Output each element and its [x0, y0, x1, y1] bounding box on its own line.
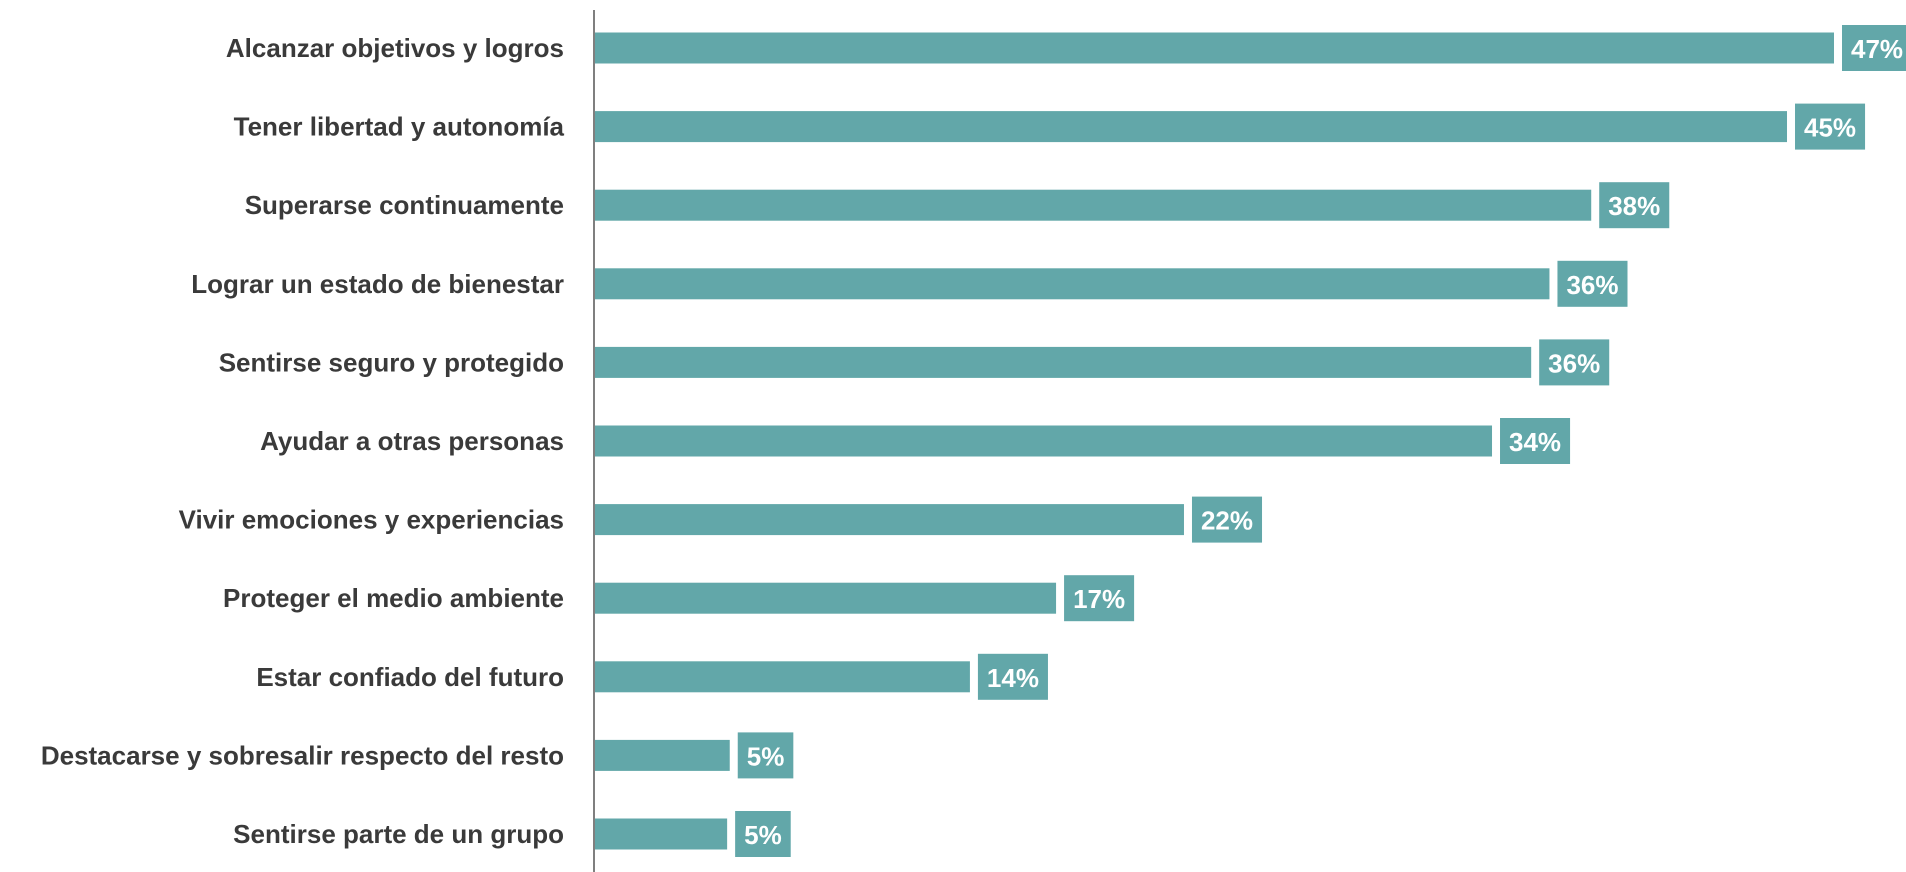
category-labels-layer: Alcanzar objetivos y logros Tener liberta…	[41, 33, 565, 849]
bar-vivir-emociones-y-experiencias	[594, 504, 1184, 536]
category-label-sentirse-parte-de-un-grupo: Sentirse parte de un grupo	[233, 819, 564, 849]
value-label-box	[1842, 25, 1906, 71]
bar-estar-confiado-del-futuro	[594, 661, 970, 693]
value-label-text: 38%	[1608, 191, 1660, 221]
bar-sentirse-seguro-y-protegido	[594, 346, 1532, 378]
bar-sentirse-parte-de-un-grupo	[594, 818, 728, 850]
value-label-text: 14%	[987, 663, 1039, 693]
value-label-box	[1795, 103, 1866, 150]
value-label-text: 5%	[747, 741, 785, 771]
bar-lograr-un-estado-de-bienestar	[594, 268, 1550, 300]
value-label-box	[1539, 339, 1610, 386]
value-label-text: 17%	[1073, 584, 1125, 614]
value-label-sentirse-seguro-y-protegido: 36%	[1539, 339, 1610, 386]
bar-tener-libertad-y-autonomia	[594, 111, 1788, 143]
category-label-vivir-emociones-y-experiencias: Vivir emociones y experiencias	[179, 505, 564, 535]
value-label-text: 5%	[744, 820, 782, 850]
value-labels-layer: 47% 45% 38% 36% 36% 34% 22% 17% 14% 5% 5%	[735, 25, 1906, 857]
value-label-box	[735, 811, 791, 857]
category-label-ayudar-a-otras-personas: Ayudar a otras personas	[260, 426, 564, 456]
value-label-sentirse-parte-de-un-grupo: 5%	[735, 811, 791, 857]
value-label-ayudar-a-otras-personas: 34%	[1500, 418, 1571, 464]
value-label-text: 34%	[1509, 427, 1561, 457]
value-label-box	[1191, 496, 1263, 543]
value-label-destacarse-y-sobresalir-respecto-del-resto: 5%	[737, 732, 794, 779]
category-label-superarse-continuamente: Superarse continuamente	[245, 190, 564, 220]
value-label-text: 45%	[1804, 113, 1856, 143]
category-label-lograr-un-estado-de-bienestar: Lograr un estado de bienestar	[191, 269, 564, 299]
value-label-box	[977, 653, 1048, 700]
value-label-text: 36%	[1566, 270, 1618, 300]
value-label-superarse-continuamente: 38%	[1599, 182, 1670, 229]
category-label-alcanzar-objetivos-y-logros: Alcanzar objetivos y logros	[226, 33, 564, 63]
bars-layer	[594, 32, 1834, 850]
value-label-box	[1557, 260, 1628, 307]
value-label-alcanzar-objetivos-y-logros: 47%	[1842, 25, 1906, 71]
value-label-text: 36%	[1548, 348, 1600, 378]
category-label-sentirse-seguro-y-protegido: Sentirse seguro y protegido	[219, 347, 564, 377]
category-label-proteger-el-medio-ambiente: Proteger el medio ambiente	[223, 583, 564, 613]
category-label-tener-libertad-y-autonomia: Tener libertad y autonomía	[234, 112, 565, 142]
bar-destacarse-y-sobresalir-respecto-del-resto	[594, 739, 730, 771]
value-label-box	[1064, 575, 1135, 622]
bar-ayudar-a-otras-personas	[594, 425, 1493, 457]
value-label-box	[737, 732, 794, 779]
value-label-lograr-un-estado-de-bienestar: 36%	[1557, 260, 1628, 307]
category-label-estar-confiado-del-futuro: Estar confiado del futuro	[256, 662, 564, 692]
bar-superarse-continuamente	[594, 189, 1592, 221]
value-label-estar-confiado-del-futuro: 14%	[977, 653, 1048, 700]
value-label-box	[1599, 182, 1670, 229]
bar-alcanzar-objetivos-y-logros	[594, 32, 1834, 64]
value-label-box	[1500, 418, 1571, 464]
value-label-proteger-el-medio-ambiente: 17%	[1064, 575, 1135, 622]
bar-proteger-el-medio-ambiente	[594, 582, 1057, 614]
category-label-destacarse-y-sobresalir-respecto-del-resto: Destacarse y sobresalir respecto del res…	[41, 740, 564, 770]
value-label-text: 47%	[1851, 34, 1903, 64]
value-label-text: 22%	[1201, 506, 1253, 536]
value-label-tener-libertad-y-autonomia: 45%	[1795, 103, 1866, 150]
value-label-vivir-emociones-y-experiencias: 22%	[1191, 496, 1263, 543]
